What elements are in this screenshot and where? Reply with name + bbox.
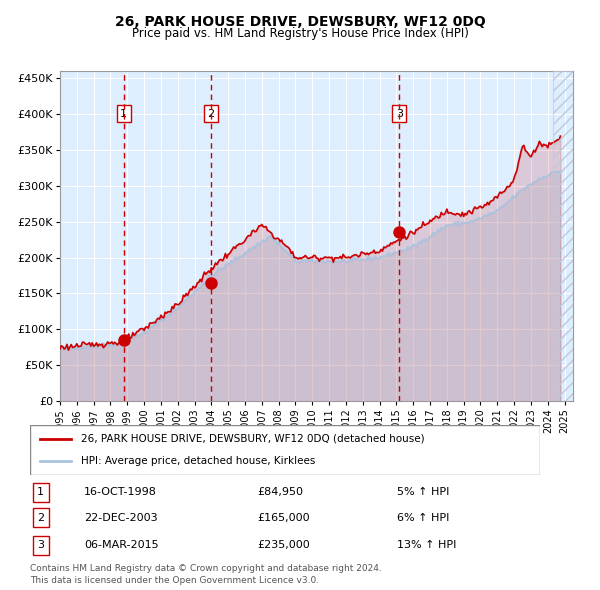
Text: £235,000: £235,000: [257, 540, 310, 550]
Text: Price paid vs. HM Land Registry's House Price Index (HPI): Price paid vs. HM Land Registry's House …: [131, 27, 469, 40]
Text: 26, PARK HOUSE DRIVE, DEWSBURY, WF12 0DQ (detached house): 26, PARK HOUSE DRIVE, DEWSBURY, WF12 0DQ…: [81, 434, 425, 444]
Text: £165,000: £165,000: [257, 513, 310, 523]
Text: 5% ↑ HPI: 5% ↑ HPI: [397, 487, 449, 497]
FancyBboxPatch shape: [30, 425, 540, 475]
Text: 16-OCT-1998: 16-OCT-1998: [84, 487, 157, 497]
Text: 2: 2: [207, 109, 214, 119]
Text: 26, PARK HOUSE DRIVE, DEWSBURY, WF12 0DQ: 26, PARK HOUSE DRIVE, DEWSBURY, WF12 0DQ: [115, 15, 485, 29]
Text: HPI: Average price, detached house, Kirklees: HPI: Average price, detached house, Kirk…: [81, 456, 316, 466]
Text: 3: 3: [395, 109, 403, 119]
Text: 6% ↑ HPI: 6% ↑ HPI: [397, 513, 449, 523]
Text: This data is licensed under the Open Government Licence v3.0.: This data is licensed under the Open Gov…: [30, 576, 319, 585]
Text: 3: 3: [37, 540, 44, 550]
Text: £84,950: £84,950: [257, 487, 303, 497]
Text: 06-MAR-2015: 06-MAR-2015: [84, 540, 158, 550]
Bar: [553, 71, 573, 401]
Text: 13% ↑ HPI: 13% ↑ HPI: [397, 540, 457, 550]
Text: 1: 1: [120, 109, 127, 119]
Text: Contains HM Land Registry data © Crown copyright and database right 2024.: Contains HM Land Registry data © Crown c…: [30, 565, 382, 573]
Text: 1: 1: [37, 487, 44, 497]
Text: 22-DEC-2003: 22-DEC-2003: [84, 513, 158, 523]
Text: 2: 2: [37, 513, 44, 523]
Bar: [553, 71, 573, 401]
